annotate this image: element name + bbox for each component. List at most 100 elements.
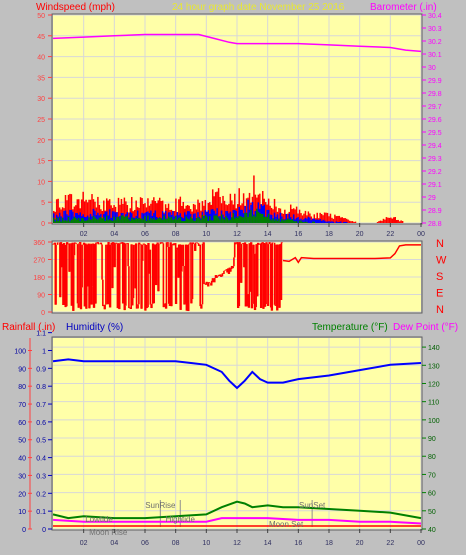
- humidity-time-label: 10: [202, 540, 210, 547]
- barometer-series-line: [52, 33, 422, 53]
- rainfall-axis-title: Rainfall (.in): [2, 322, 55, 333]
- windspeed-tick-label: 5: [41, 200, 45, 207]
- barometer-ticks: 28.8 28.9 29 29.1 29.2 29.3 29.4 29.5 29.6 29.7 29…: [422, 13, 442, 228]
- astro-annotation: SunSet: [299, 501, 326, 510]
- temperature-tick-label: 110: [428, 400, 439, 407]
- wind-time-label: 14: [264, 231, 272, 238]
- direction-tick-label: 0: [41, 310, 45, 317]
- temperature-series-line: [52, 500, 422, 520]
- wind-time-label: 08: [172, 231, 180, 238]
- barometer-tick-label: 29.9: [428, 78, 442, 85]
- humidity-tick-label: 1.1: [36, 331, 46, 338]
- humidity-tick-label: 0.6: [36, 420, 46, 427]
- barometer-tick-label: 30.1: [428, 52, 442, 59]
- windspeed-tick-label: 15: [37, 159, 45, 166]
- barometer-tick-label: 28.8: [428, 221, 442, 228]
- humidity-tick-label: 0.1: [36, 509, 46, 516]
- compass-label: W: [436, 255, 447, 267]
- temperature-axis-title: Temperature (°F): [312, 322, 388, 333]
- temperature-tick-label: 90: [428, 436, 436, 443]
- windspeed-tick-label: 30: [37, 96, 45, 103]
- barometer-tick-label: 29.4: [428, 143, 442, 150]
- temperature-tick-label: 100: [428, 418, 440, 425]
- rainfall-ticks: 0 10 20 30 40 50 60 70 80 90 100: [14, 338, 32, 534]
- wind-time-label: 00: [417, 231, 425, 238]
- rainfall-tick-label: 20: [18, 491, 26, 498]
- barometer-tick-label: 30.3: [428, 26, 442, 33]
- windspeed-tick-label: 45: [37, 34, 45, 41]
- wind-time-label: 12: [233, 231, 241, 238]
- wind-time-label: 20: [356, 231, 364, 238]
- astro-annotations: SunRise SunSet Lowtide Hightide Moon Rise Moo…: [85, 501, 326, 537]
- humidity-tick-label: 0.4: [36, 456, 46, 463]
- humidity-time-label: 08: [172, 540, 180, 547]
- temperature-tick-label: 120: [428, 381, 440, 388]
- barometer-tick-label: 29.2: [428, 169, 442, 176]
- humidity-time-label: 00: [417, 540, 425, 547]
- barometer-axis-title: Barometer (.in): [370, 2, 437, 13]
- temperature-tick-label: 80: [428, 454, 436, 461]
- windspeed-tick-label: 20: [37, 138, 45, 145]
- humidity-time-ticks: 02 04 06 08 10 12 14 16 18 20 22 00: [80, 529, 425, 547]
- barometer-tick-label: 29.3: [428, 156, 442, 163]
- humidity-time-label: 06: [141, 540, 149, 547]
- rainfall-tick-label: 10: [18, 509, 26, 516]
- wind-time-label: 04: [110, 231, 118, 238]
- windspeed-ticks: 0 5 10 15 20 25 30 35 40 45 50: [37, 13, 52, 228]
- wind-time-label: 22: [386, 231, 394, 238]
- humidity-axis-title: Humidity (%): [66, 322, 123, 333]
- temperature-tick-label: 140: [428, 345, 440, 352]
- wind-time-label: 10: [202, 231, 210, 238]
- dewpoint-series-line: [52, 517, 422, 525]
- temperature-tick-label: 40: [428, 527, 436, 534]
- barometer-tick-label: 29.8: [428, 91, 442, 98]
- direction-tick-label: 90: [37, 293, 45, 300]
- astro-annotation: SunRise: [145, 501, 176, 510]
- rainfall-tick-label: 0: [22, 527, 26, 534]
- direction-bars: [52, 242, 284, 312]
- windspeed-tick-label: 10: [37, 179, 45, 186]
- humidity-time-label: 02: [80, 540, 88, 547]
- barometer-tick-label: 29.5: [428, 130, 442, 137]
- astro-annotation: Moon Set: [269, 520, 304, 529]
- rainfall-tick-label: 100: [14, 348, 26, 355]
- barometer-tick-label: 29.7: [428, 104, 442, 111]
- windspeed-tick-label: 0: [41, 221, 45, 228]
- barometer-tick-label: 30.4: [428, 13, 442, 20]
- rainfall-tick-label: 30: [18, 473, 26, 480]
- windspeed-axis-title: Windspeed (mph): [36, 2, 115, 13]
- windspeed-tick-label: 35: [37, 75, 45, 82]
- direction-tick-label: 360: [33, 240, 45, 247]
- astro-annotation: Lowtide: [85, 515, 113, 524]
- direction-tick-label: 270: [33, 258, 45, 265]
- wind-grid: [53, 14, 422, 224]
- graph-date-title: 24 hour graph date November 25 2016: [172, 2, 345, 13]
- temperature-tick-label: 70: [428, 472, 436, 479]
- astro-annotation: Hightide: [166, 515, 196, 524]
- windspeed-tick-label: 40: [37, 55, 45, 62]
- compass-label: E: [436, 288, 443, 300]
- barometer-tick-label: 29.6: [428, 117, 442, 124]
- humidity-time-label: 22: [386, 540, 394, 547]
- humidity-tick-label: 0.2: [36, 491, 46, 498]
- temperature-tick-label: 130: [428, 363, 440, 370]
- humidity-tick-label: 0.5: [36, 438, 46, 445]
- humidity-time-label: 12: [233, 540, 241, 547]
- temperature-tick-label: 50: [428, 509, 436, 516]
- humidity-tick-label: 0.3: [36, 473, 46, 480]
- humidity-time-label: 04: [110, 540, 118, 547]
- direction-series-line: [282, 244, 421, 264]
- barometer-tick-label: 30.2: [428, 39, 442, 46]
- rainfall-tick-label: 90: [18, 366, 26, 373]
- humidity-tick-label: 0.7: [36, 402, 46, 409]
- wind-time-label: 18: [325, 231, 333, 238]
- windspeed-tick-label: 25: [37, 117, 45, 124]
- rainfall-tick-label: 50: [18, 438, 26, 445]
- barometer-tick-label: 29.1: [428, 182, 442, 189]
- compass-label: N: [436, 304, 444, 316]
- windspeed-tick-label: 50: [37, 13, 45, 20]
- humidity-time-label: 20: [356, 540, 364, 547]
- humidity-time-label: 14: [264, 540, 272, 547]
- astro-annotation: Moon Rise: [89, 528, 128, 537]
